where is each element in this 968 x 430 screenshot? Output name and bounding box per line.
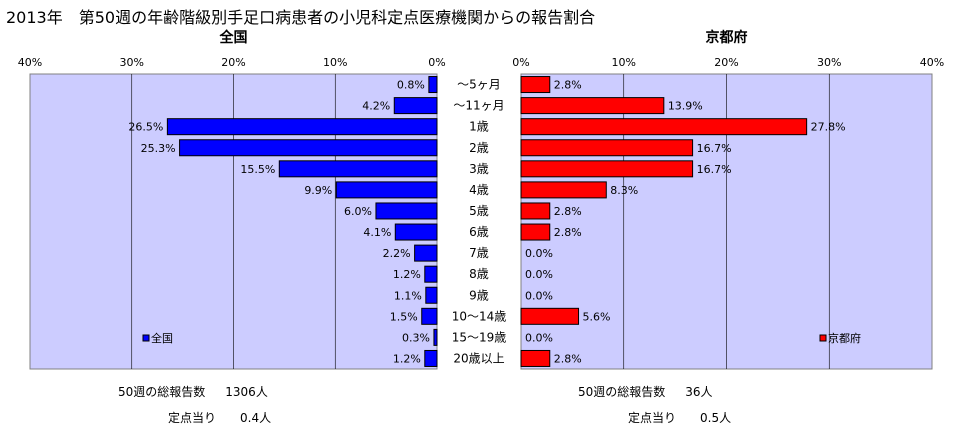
left-tick-label: 20%	[221, 56, 245, 69]
left-bar	[421, 307, 438, 325]
left-data-label: 4.2%	[362, 100, 390, 113]
left-bar	[414, 244, 438, 262]
right-bar	[520, 118, 808, 136]
right-data-label: 16.7%	[697, 142, 732, 155]
left-bar	[375, 202, 438, 220]
category-label: 4歳	[469, 183, 489, 197]
right-legend-swatch	[819, 334, 827, 342]
left-data-label: 6.0%	[344, 205, 372, 218]
right-data-label: 0.0%	[525, 331, 553, 344]
right-tick-label: 40%	[920, 56, 944, 69]
category-label: 6歳	[469, 225, 489, 239]
left-data-label: 1.5%	[390, 310, 418, 323]
left-bar	[433, 328, 438, 346]
right-data-label: 13.9%	[668, 100, 703, 113]
category-label: 8歳	[469, 267, 489, 281]
right-reports-label: 50週の総報告数	[578, 385, 666, 399]
right-data-label: 2.8%	[554, 79, 582, 92]
right-tick-label: 20%	[714, 56, 738, 69]
right-tick-label: 30%	[817, 56, 841, 69]
left-data-label: 2.2%	[383, 247, 411, 260]
category-label: 1歳	[469, 120, 489, 134]
right-tick-label: 0%	[512, 56, 529, 69]
category-label: 5歳	[469, 204, 489, 218]
left-bar	[424, 349, 438, 367]
right-bar	[520, 97, 665, 115]
right-tick-label: 10%	[612, 56, 636, 69]
right-data-label: 0.0%	[525, 289, 553, 302]
right-bar	[520, 307, 580, 325]
category-label: 20歳以上	[453, 351, 504, 365]
right-legend-label: 京都府	[828, 331, 861, 345]
right-bar	[520, 139, 694, 157]
left-legend-swatch	[142, 334, 150, 342]
right-data-label: 2.8%	[554, 226, 582, 239]
left-data-label: 25.3%	[141, 142, 176, 155]
left-bar	[278, 160, 438, 178]
right-bar	[520, 181, 607, 199]
category-label: 7歳	[469, 246, 489, 260]
right-data-label: 2.8%	[554, 205, 582, 218]
right-data-label: 16.7%	[697, 163, 732, 176]
left-bar	[335, 181, 438, 199]
left-data-label: 0.8%	[397, 79, 425, 92]
left-bar	[166, 118, 438, 136]
left-bar	[394, 223, 438, 241]
left-data-label: 1.2%	[393, 268, 421, 281]
right-bar	[520, 202, 551, 220]
right-panel-title: 京都府	[706, 29, 748, 46]
left-bar	[179, 139, 438, 157]
right-bar	[520, 349, 551, 367]
right-data-label: 27.8%	[811, 121, 846, 134]
left-per-site-value: 0.4人	[240, 411, 272, 425]
left-data-label: 1.1%	[394, 289, 422, 302]
right-data-label: 2.8%	[554, 352, 582, 365]
category-label: 3歳	[469, 162, 489, 176]
right-summary: 50週の総報告数 36人 定点当り 0.5人	[578, 383, 731, 426]
left-data-label: 26.5%	[128, 121, 163, 134]
right-data-label: 0.0%	[525, 268, 553, 281]
left-summary: 50週の総報告数 1306人 定点当り 0.4人	[118, 383, 271, 426]
left-data-label: 15.5%	[240, 163, 275, 176]
right-bar	[520, 223, 551, 241]
right-per-site-label: 定点当り	[628, 411, 677, 425]
category-label: ～5ヶ月	[457, 78, 501, 92]
left-data-label: 9.9%	[304, 184, 332, 197]
right-data-label: 5.6%	[583, 310, 611, 323]
left-bar	[393, 97, 438, 115]
left-data-label: 1.2%	[393, 352, 421, 365]
left-panel-title: 全国	[219, 29, 248, 46]
left-legend-label: 全国	[151, 331, 173, 345]
left-reports-value: 1306人	[225, 385, 268, 399]
right-per-site-value: 0.5人	[700, 411, 732, 425]
left-data-label: 0.3%	[402, 331, 430, 344]
right-data-label: 0.0%	[525, 247, 553, 260]
left-reports-label: 50週の総報告数	[118, 385, 206, 399]
right-bar	[520, 76, 551, 94]
left-bar	[425, 286, 438, 304]
chart-title: 2013年 第50週の年齢階級別手足口病患者の小児科定点医療機関からの報告割合	[6, 8, 596, 27]
left-per-site-label: 定点当り	[168, 411, 217, 425]
category-label: 2歳	[469, 141, 489, 155]
category-label: 10～14歳	[452, 309, 507, 323]
left-bar	[424, 265, 438, 283]
left-bar	[428, 76, 438, 94]
left-tick-label: 30%	[120, 56, 144, 69]
right-reports-value: 36人	[685, 385, 713, 399]
right-bar	[520, 160, 694, 178]
category-label: 9歳	[469, 288, 489, 302]
category-label: ～11ヶ月	[453, 99, 504, 113]
left-data-label: 4.1%	[363, 226, 391, 239]
left-tick-label: 40%	[18, 56, 42, 69]
left-tick-label: 10%	[323, 56, 347, 69]
category-label: 15～19歳	[452, 330, 507, 344]
left-tick-label: 0%	[428, 56, 445, 69]
right-data-label: 8.3%	[610, 184, 638, 197]
